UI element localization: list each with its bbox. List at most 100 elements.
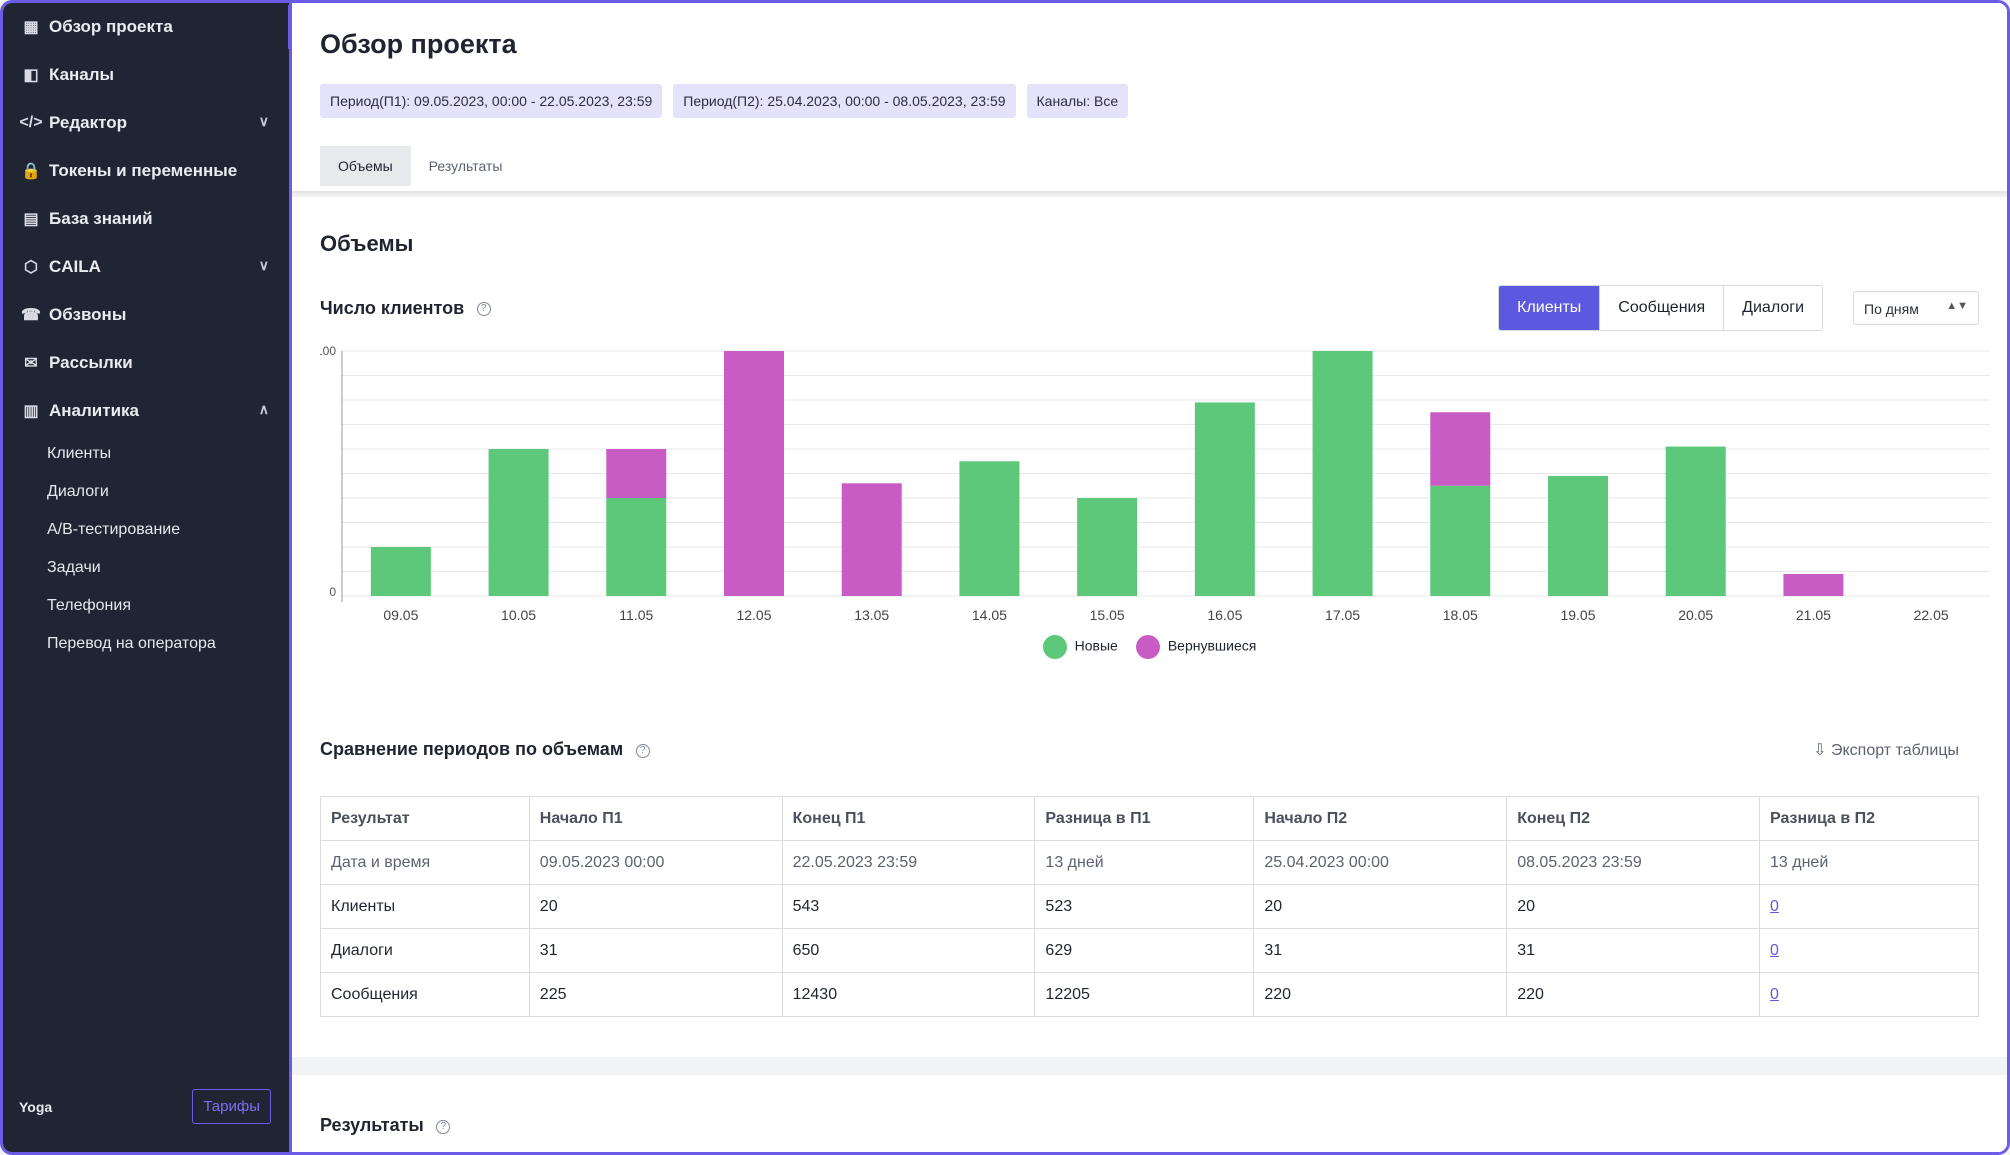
x-tick-label: 19.05 — [1560, 607, 1595, 623]
x-tick-label: 14.05 — [972, 607, 1007, 623]
legend-item[interactable]: Вернувшиеся — [1135, 635, 1256, 659]
table-header: Результат — [320, 796, 530, 841]
sidebar-item-label: Редактор — [49, 113, 127, 132]
table-cell: 25.04.2023 00:00 — [1253, 840, 1508, 885]
bar-Новые[interactable] — [370, 547, 431, 596]
diff-link[interactable]: 0 — [1770, 941, 1779, 959]
bar-Новые[interactable] — [959, 461, 1020, 596]
bar-Вернувшиеся[interactable] — [724, 351, 784, 596]
table-cell: 31 — [1506, 928, 1760, 973]
table-cell: 629 — [1034, 928, 1255, 973]
main-content: Обзор проекта Период(П1): 09.05.2023, 00… — [292, 3, 2007, 1152]
sidebar-item-label: Рассылки — [49, 353, 133, 372]
x-tick-label: 18.05 — [1443, 607, 1478, 623]
table-cell: 225 — [528, 972, 783, 1017]
sidebar-item-6[interactable]: ☎ Обзвоны — [3, 291, 289, 339]
sort-arrows-icon: ▲▼ — [1946, 300, 1968, 312]
diff-link[interactable]: 0 — [1770, 897, 1779, 915]
channels-filter-chip[interactable]: Каналы: Все — [1026, 84, 1129, 118]
table-row: Дата и время 09.05.2023 00:00 22.05.2023 2… — [320, 840, 1979, 885]
x-tick-label: 15.05 — [1090, 607, 1125, 623]
bar-Вернувшиеся[interactable] — [1430, 412, 1491, 486]
bar-Новые[interactable] — [1665, 446, 1726, 596]
sidebar-item-0[interactable]: ▦ Обзор проекта — [3, 3, 292, 51]
lock-icon: 🔒 — [21, 163, 41, 180]
sidebar-item-2[interactable]: </> Редактор ∨ — [3, 99, 289, 147]
sidebar-item-label: Обзор проекта — [49, 17, 173, 36]
workspace-name: Yoga — [19, 1098, 53, 1115]
help-icon[interactable]: ? — [476, 302, 491, 317]
code-icon: </> — [19, 114, 43, 131]
diff-link[interactable]: 0 — [1770, 985, 1779, 1003]
table-cell: 20 — [1506, 884, 1760, 929]
table-cell: 650 — [781, 928, 1036, 973]
legend-label: Новые — [1074, 637, 1118, 654]
legend-dot — [1042, 635, 1067, 659]
table-cell: 220 — [1506, 972, 1760, 1017]
help-icon[interactable]: ? — [635, 743, 650, 758]
period2-filter-chip[interactable]: Период(П2): 25.04.2023, 00:00 - 08.05.20… — [673, 84, 1016, 118]
tab-results[interactable]: Результаты — [428, 158, 503, 174]
bar-Вернувшиеся[interactable] — [841, 483, 902, 596]
sidebar-item-label: Токены и переменные — [49, 161, 238, 180]
help-icon[interactable]: ? — [436, 1119, 451, 1134]
table-cell: Клиенты — [320, 884, 530, 929]
sidebar-item-1[interactable]: ◧ Каналы — [3, 51, 289, 99]
y-tick-label: 100 — [320, 344, 336, 358]
x-tick-label: 09.05 — [383, 607, 418, 623]
table-header: Начало П1 — [528, 796, 783, 841]
table-header: Разница в П2 — [1759, 796, 1979, 841]
analytics-subitem-5[interactable]: Перевод на оператора — [47, 635, 216, 652]
sidebar-item-3[interactable]: 🔒 Токены и переменные — [3, 147, 289, 195]
sidebar-item-label: Аналитика — [49, 401, 139, 420]
bar-Новые[interactable] — [1548, 475, 1608, 596]
tab-volumes[interactable]: Объемы — [320, 146, 411, 186]
analytics-subitem-2[interactable]: A/B-тестирование — [47, 521, 181, 538]
bar-Новые[interactable] — [1077, 498, 1138, 596]
table-row: Клиенты 20 543 523 20 20 0 — [320, 884, 1979, 929]
chevron-down-icon[interactable]: ∨ — [258, 113, 269, 129]
table-cell: Сообщения — [320, 972, 530, 1017]
x-tick-label: 21.05 — [1796, 607, 1831, 623]
legend-item[interactable]: Новые — [1042, 635, 1118, 659]
download-icon: ⇩ — [1813, 741, 1827, 759]
bar-Новые[interactable] — [1194, 402, 1255, 596]
analytics-subitem-0[interactable]: Клиенты — [47, 445, 112, 462]
table-cell: 22.05.2023 23:59 — [781, 840, 1036, 885]
sidebar-item-5[interactable]: ⬡ CAILA ∨ — [3, 243, 289, 291]
mail-icon: ✉ — [24, 355, 38, 372]
analytics-subitem-1[interactable]: Диалоги — [47, 483, 109, 500]
table-header: Конец П2 — [1506, 796, 1760, 841]
tariffs-button[interactable]: Тарифы — [192, 1089, 271, 1124]
legend-dot — [1135, 635, 1160, 659]
sidebar-item-4[interactable]: ▤ База знаний — [3, 195, 289, 243]
table-header: Конец П1 — [781, 796, 1036, 841]
bar-Вернувшиеся[interactable] — [1783, 573, 1844, 596]
analytics-subitem-3[interactable]: Задачи — [47, 559, 101, 576]
bar-Новые[interactable] — [1430, 485, 1491, 596]
export-table-button[interactable]: ⇩ Экспорт таблицы — [1813, 741, 1959, 759]
table-cell: Дата и время — [320, 840, 530, 885]
table-header: Начало П2 — [1253, 796, 1508, 841]
clients-toggle[interactable]: Клиенты — [1499, 286, 1601, 330]
bar-Вернувшиеся[interactable] — [606, 449, 667, 498]
chevron-down-icon[interactable]: ∨ — [258, 257, 269, 273]
chevron-up-icon[interactable]: ∧ — [258, 401, 269, 417]
bar-Новые[interactable] — [606, 498, 667, 596]
comparison-table: Результат Начало П1 Конец П1 Разница в П1 На… — [320, 796, 1979, 1017]
sidebar-item-7[interactable]: ✉ Рассылки — [3, 339, 289, 387]
dialogs-toggle[interactable]: Диалоги — [1724, 286, 1822, 330]
period1-filter-chip[interactable]: Период(П1): 09.05.2023, 00:00 - 22.05.20… — [320, 84, 663, 118]
sidebar-item-8[interactable]: ▥ Аналитика ∧ — [3, 387, 289, 435]
table-cell: 31 — [528, 928, 783, 973]
bar-Новые[interactable] — [488, 449, 549, 596]
results-title: Результаты — [320, 1115, 424, 1135]
table-row: Диалоги 31 650 629 31 31 0 — [320, 928, 1979, 973]
x-tick-label: 11.05 — [619, 607, 653, 623]
granularity-select[interactable]: По дням ▲▼ — [1853, 291, 1979, 325]
bar-Новые[interactable] — [1312, 351, 1373, 596]
messages-toggle[interactable]: Сообщения — [1600, 286, 1725, 330]
table-cell: 08.05.2023 23:59 — [1506, 840, 1760, 885]
granularity-value: По дням — [1864, 301, 1919, 317]
analytics-subitem-4[interactable]: Телефония — [47, 597, 131, 614]
